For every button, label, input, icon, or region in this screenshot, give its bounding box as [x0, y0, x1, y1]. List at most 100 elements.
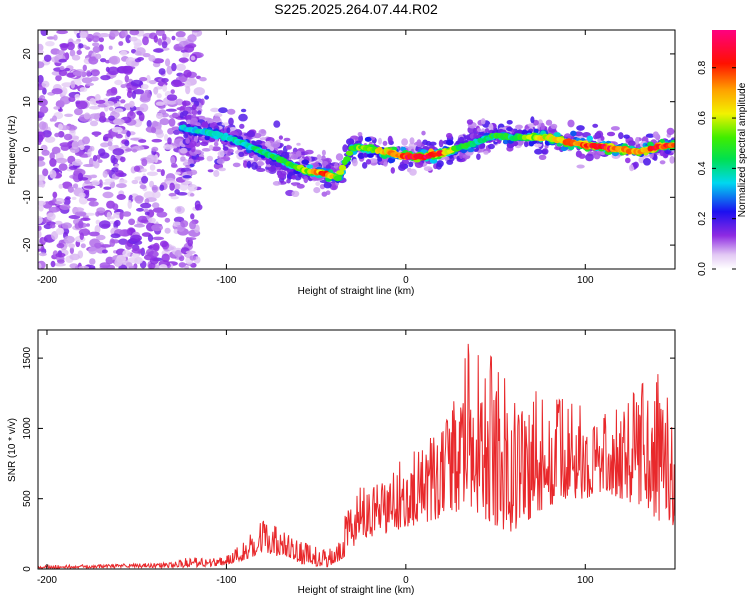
heatmap-cell	[152, 202, 160, 209]
heatmap-cell	[105, 59, 111, 64]
heatmap-cell	[632, 161, 639, 169]
heatmap-cell	[71, 140, 80, 150]
heatmap-cell	[127, 199, 133, 209]
heatmap-cell	[133, 165, 141, 172]
heatmap-cell	[206, 118, 214, 124]
heatmap-cell	[69, 49, 76, 57]
heatmap-cell	[186, 170, 193, 175]
heatmap-cell	[534, 148, 543, 155]
heatmap-cell	[232, 162, 241, 168]
heatmap-cell	[111, 126, 123, 133]
heatmap-cell	[346, 150, 353, 156]
x-tick-label: 100	[577, 275, 594, 286]
heatmap-cell	[600, 136, 605, 141]
heatmap-cell	[38, 160, 46, 167]
heatmap-cell	[165, 58, 171, 67]
heatmap-cell	[149, 164, 156, 171]
heatmap-cell	[200, 141, 209, 147]
heatmap-cell	[629, 164, 635, 172]
heatmap-cell	[387, 135, 393, 144]
heatmap-cell	[110, 154, 116, 164]
heatmap-cell	[38, 61, 45, 69]
heatmap-cell	[143, 208, 149, 213]
heatmap-cell	[71, 196, 77, 200]
heatmap-cell	[146, 120, 152, 128]
heatmap-cell	[95, 211, 100, 217]
heatmap-cell	[342, 144, 348, 153]
heatmap-cell	[184, 265, 190, 269]
heatmap-cell	[116, 194, 126, 200]
heatmap-cell	[164, 217, 171, 223]
heatmap-cell	[296, 142, 301, 146]
heatmap-cell	[96, 234, 106, 241]
heatmap-cell	[206, 155, 213, 162]
heatmap-cell	[553, 132, 561, 138]
heatmap-cell	[312, 162, 320, 168]
heatmap-cell	[38, 156, 45, 162]
heatmap-cell	[487, 143, 495, 150]
heatmap-cell	[189, 193, 195, 197]
heatmap-cell	[114, 79, 123, 86]
heatmap-cell	[645, 133, 655, 138]
heatmap-cell	[190, 117, 198, 124]
heatmap-cell	[189, 140, 197, 148]
snr-series-line	[38, 343, 675, 569]
heatmap-cell	[218, 107, 228, 114]
heatmap-cell	[100, 75, 111, 81]
heatmap-cell	[128, 100, 135, 108]
heatmap-cell	[120, 84, 127, 89]
heatmap-cell	[164, 227, 171, 234]
heatmap-cell	[102, 136, 109, 142]
heatmap-cell	[421, 130, 426, 136]
heatmap-cell	[325, 190, 331, 195]
heatmap-cell	[141, 158, 148, 167]
heatmap-cell	[436, 160, 444, 168]
heatmap-cell	[73, 183, 79, 189]
heatmap-cell	[102, 191, 114, 199]
heatmap-cell	[94, 224, 101, 234]
heatmap-cell	[84, 180, 91, 184]
heatmap-cell	[180, 220, 189, 228]
heatmap-cell	[296, 183, 305, 189]
heatmap-cell	[139, 103, 149, 112]
heatmap-cell	[175, 76, 185, 81]
heatmap-cell	[146, 171, 158, 177]
heatmap-cell	[176, 37, 187, 42]
heatmap-cell	[170, 89, 175, 94]
heatmap-cell	[78, 192, 86, 198]
heatmap-cell	[506, 120, 513, 125]
heatmap-cell	[92, 42, 100, 47]
heatmap-cell	[226, 127, 231, 134]
heatmap-cell	[178, 57, 189, 63]
heatmap-cell	[116, 183, 127, 189]
heatmap-cell	[57, 259, 65, 264]
heatmap-cell	[73, 30, 78, 35]
heatmap-cell	[357, 132, 363, 137]
heatmap-cell	[41, 149, 50, 156]
heatmap-cell	[103, 186, 112, 190]
heatmap-cell	[105, 92, 111, 97]
heatmap-cell	[194, 204, 203, 211]
heatmap-cell	[183, 69, 192, 78]
heatmap-cell	[140, 202, 152, 209]
heatmap-cell	[124, 140, 130, 147]
figure-title: S225.2025.264.07.44.R02	[274, 1, 438, 17]
heatmap-cell	[174, 205, 185, 214]
heatmap-cell	[144, 198, 150, 205]
heatmap-cell	[401, 138, 408, 146]
heatmap-cell	[259, 137, 268, 141]
heatmap-cell	[94, 242, 102, 249]
heatmap-cell	[197, 110, 202, 115]
heatmap-cell	[152, 236, 165, 241]
heatmap-cell	[59, 43, 70, 48]
heatmap-cell	[48, 206, 60, 213]
heatmap-cell	[51, 88, 63, 95]
heatmap-cell	[38, 215, 43, 225]
heatmap-cell	[76, 50, 82, 55]
heatmap-cell	[61, 222, 72, 229]
heatmap-cell	[38, 43, 44, 52]
heatmap-cell	[286, 145, 292, 150]
heatmap-cell	[323, 182, 332, 189]
heatmap-cell	[313, 187, 321, 194]
heatmap-cell	[43, 54, 52, 62]
